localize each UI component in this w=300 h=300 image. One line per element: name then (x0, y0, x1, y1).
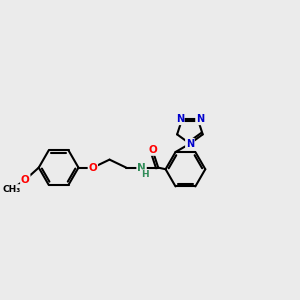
Text: H: H (142, 170, 149, 179)
Text: O: O (21, 175, 30, 185)
Text: N: N (137, 163, 146, 172)
Text: N: N (196, 114, 204, 124)
Text: N: N (186, 139, 194, 149)
Text: O: O (88, 163, 97, 172)
Text: O: O (148, 145, 157, 155)
Text: CH₃: CH₃ (3, 185, 21, 194)
Text: N: N (176, 114, 184, 124)
